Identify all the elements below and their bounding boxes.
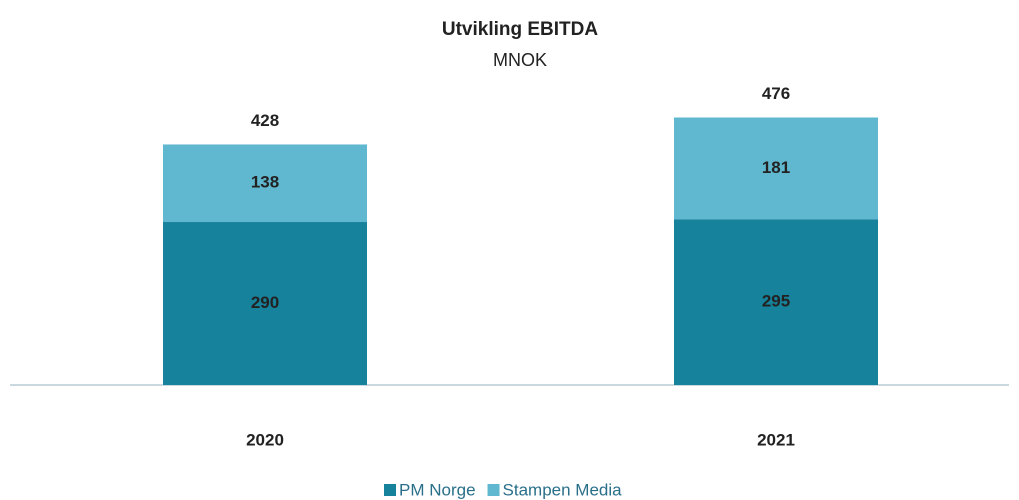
data-label: 290 (251, 293, 279, 312)
chart-subtitle: MNOK (493, 50, 547, 70)
bar-segment (163, 222, 367, 385)
chart-title: Utvikling EBITDA (442, 19, 599, 40)
data-label: 138 (251, 173, 279, 192)
total-label: 476 (762, 84, 790, 103)
bar-segment (674, 219, 878, 385)
bar-segment (674, 117, 878, 220)
bar-segment (163, 144, 367, 223)
x-tick-label: 2021 (757, 430, 795, 449)
data-label: 181 (762, 158, 790, 177)
legend-swatch (487, 484, 500, 496)
data-label: 295 (762, 292, 790, 311)
total-label: 428 (251, 111, 279, 130)
legend-swatch (384, 484, 396, 496)
legend-label: PM Norge (399, 480, 476, 499)
legend-label: Stampen Media (503, 480, 623, 499)
x-tick-label: 2020 (246, 430, 284, 449)
